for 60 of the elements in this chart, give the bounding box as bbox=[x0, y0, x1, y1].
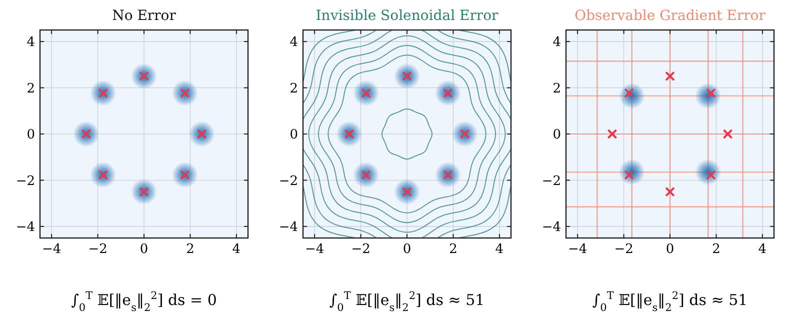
point bbox=[722, 129, 733, 139]
point bbox=[394, 178, 420, 205]
y-tick-label: −4 bbox=[542, 220, 561, 235]
y-tick-label: 0 bbox=[290, 128, 298, 143]
y-tick-label: −4 bbox=[16, 220, 35, 235]
y-tick-label: −2 bbox=[278, 174, 298, 189]
x-tick-label: 2 bbox=[449, 242, 458, 257]
point bbox=[665, 71, 675, 82]
point bbox=[188, 121, 215, 147]
text: ∫$_{0}$$^{T}$ 𝔼[‖e$_{s}$‖$_{2}$$^{2}$] ds ≈ 51 bbox=[592, 290, 748, 314]
y-tick-label: −4 bbox=[278, 220, 298, 235]
point bbox=[695, 82, 722, 109]
point bbox=[90, 162, 116, 188]
y-tick-label: 4 bbox=[26, 35, 35, 50]
text: ∫$_{0}$$^{T}$ 𝔼[‖e$_{s}$‖$_{2}$$^{2}$] ds ≈ 51 bbox=[329, 290, 485, 314]
point bbox=[172, 162, 198, 188]
y-tick-label: 2 bbox=[290, 81, 298, 96]
point bbox=[434, 80, 461, 106]
text: ∫$_{0}$$^{T}$ 𝔼[‖e$_{s}$‖$_{2}$$^{2}$] ds = 0 bbox=[71, 290, 217, 314]
y-tick-label: 2 bbox=[26, 81, 35, 96]
x-tick-label: −2 bbox=[88, 242, 108, 257]
point bbox=[336, 121, 362, 147]
point bbox=[353, 80, 380, 106]
y-tick-label: 0 bbox=[26, 128, 35, 143]
y-tick-label: 2 bbox=[552, 81, 561, 96]
point bbox=[434, 162, 461, 188]
point bbox=[131, 63, 157, 90]
point bbox=[618, 159, 645, 186]
point bbox=[131, 178, 157, 205]
point bbox=[172, 80, 198, 106]
y-tick-label: −2 bbox=[542, 174, 561, 189]
x-tick-label: 0 bbox=[140, 242, 148, 257]
x-tick-label: 2 bbox=[712, 242, 720, 257]
point bbox=[73, 121, 100, 147]
point bbox=[665, 186, 675, 197]
x-tick-label: −4 bbox=[304, 242, 324, 257]
point bbox=[607, 129, 618, 139]
chart-title: Observable Gradient Error bbox=[574, 8, 766, 24]
point bbox=[394, 63, 420, 90]
x-tick-label: 0 bbox=[402, 242, 412, 257]
x-tick-label: 2 bbox=[186, 242, 194, 257]
point bbox=[618, 82, 645, 109]
x-tick-label: −2 bbox=[614, 242, 634, 257]
point bbox=[452, 121, 478, 147]
point bbox=[90, 80, 116, 106]
x-tick-label: −4 bbox=[42, 242, 62, 257]
y-tick-label: 0 bbox=[552, 128, 561, 143]
x-tick-label: −4 bbox=[568, 242, 588, 257]
x-tick-label: 0 bbox=[666, 242, 674, 257]
y-tick-label: 4 bbox=[290, 35, 298, 50]
x-tick-label: −2 bbox=[351, 242, 370, 257]
point bbox=[695, 159, 722, 186]
point bbox=[353, 162, 380, 188]
x-tick-label: 4 bbox=[232, 242, 241, 257]
y-tick-label: 4 bbox=[552, 35, 561, 50]
chart-title: Invisible Solenoidal Error bbox=[316, 8, 499, 24]
y-tick-label: −2 bbox=[16, 174, 35, 189]
chart-title: No Error bbox=[112, 8, 176, 24]
x-tick-label: 4 bbox=[758, 242, 767, 257]
x-tick-label: 4 bbox=[495, 242, 504, 257]
